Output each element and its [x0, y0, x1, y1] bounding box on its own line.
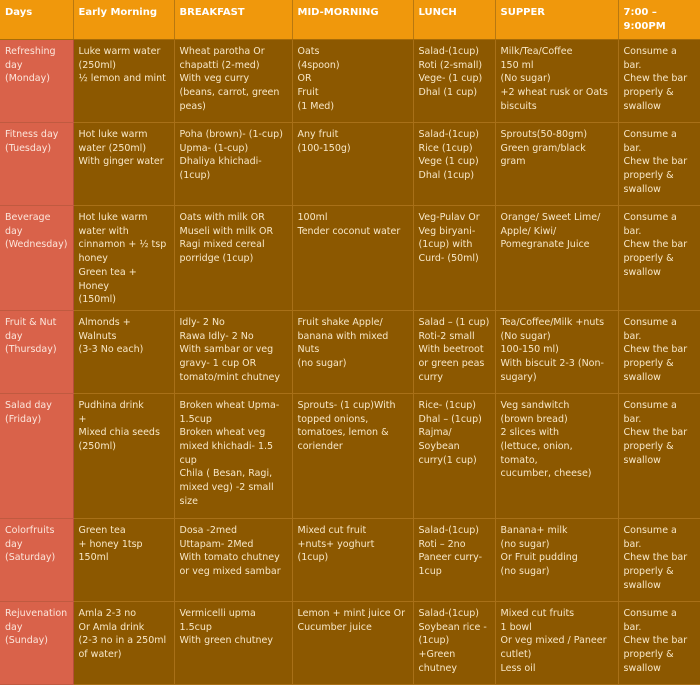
evening-cell: Consume a bar. Chew the bar properly & s… [618, 205, 700, 311]
early-morning-cell: Pudhina drink + Mixed chia seeds (250ml) [73, 393, 175, 519]
header-days: Days [0, 0, 74, 40]
header-evening-time: 7:00 – 9:00PM [618, 0, 700, 40]
lunch-cell: Salad-(1cup) Roti – 2no Paneer curry- 1c… [413, 518, 496, 602]
mid-morning-cell: 100ml Tender coconut water [292, 205, 414, 311]
mid-morning-cell: Oats (4spoon) OR Fruit (1 Med) [292, 39, 414, 123]
day-cell: Colorfruits day (Saturday) [0, 518, 74, 602]
mid-morning-cell: Lemon + mint juice Or Cucumber juice [292, 601, 414, 685]
lunch-cell: Salad-(1cup) Roti (2-small) Vege- (1 cup… [413, 39, 496, 123]
evening-cell: Consume a bar. Chew the bar properly & s… [618, 310, 700, 394]
table-row: Refreshing day (Monday) Luke warm water … [0, 39, 700, 123]
breakfast-cell: Poha (brown)- (1-cup) Upma- (1-cup) Dhal… [174, 122, 293, 206]
lunch-cell: Veg-Pulav Or Veg biryani- (1cup) with Cu… [413, 205, 496, 311]
supper-cell: Banana+ milk (no sugar) Or Fruit pudding… [495, 518, 619, 602]
early-morning-cell: Hot luke warm water with cinnamon + ½ ts… [73, 205, 175, 311]
early-morning-cell: Hot luke warm water (250ml) With ginger … [73, 122, 175, 206]
header-row: Days Early Morning BREAKFAST MID-MORNING… [0, 0, 700, 40]
header-breakfast: BREAKFAST [174, 0, 293, 40]
early-morning-cell: Amla 2-3 no Or Amla drink (2-3 no in a 2… [73, 601, 175, 685]
lunch-cell: Rice- (1cup) Dhal – (1cup) Rajma/ Soybea… [413, 393, 496, 519]
header-early-morning: Early Morning [73, 0, 175, 40]
lunch-cell: Salad-(1cup) Soybean rice - (1cup) +Gree… [413, 601, 496, 685]
mid-morning-cell: Mixed cut fruit +nuts+ yoghurt (1cup) [292, 518, 414, 602]
mid-morning-cell: Fruit shake Apple/ banana with mixed Nut… [292, 310, 414, 394]
lunch-cell: Salad – (1 cup) Roti-2 small With beetro… [413, 310, 496, 394]
day-cell: Fruit & Nut day (Thursday) [0, 310, 74, 394]
mid-morning-cell: Any fruit (100-150g) [292, 122, 414, 206]
evening-cell: Consume a bar. Chew the bar properly & s… [618, 122, 700, 206]
early-morning-cell: Almonds + Walnuts (3-3 No each) [73, 310, 175, 394]
evening-cell: Consume a bar. Chew the bar properly & s… [618, 393, 700, 519]
table-row: Colorfruits day (Saturday) Green tea + h… [0, 518, 700, 602]
mid-morning-cell: Sprouts- (1 cup)With topped onions, toma… [292, 393, 414, 519]
table-row: Fitness day (Tuesday) Hot luke warm wate… [0, 122, 700, 206]
header-lunch: LUNCH [413, 0, 496, 40]
early-morning-cell: Green tea + honey 1tsp 150ml [73, 518, 175, 602]
evening-cell: Consume a bar. Chew the bar properly & s… [618, 601, 700, 685]
supper-cell: Milk/Tea/Coffee 150 ml (No sugar) +2 whe… [495, 39, 619, 123]
header-mid-morning: MID-MORNING [292, 0, 414, 40]
day-cell: Rejuvenation day (Sunday) [0, 601, 74, 685]
evening-cell: Consume a bar. Chew the bar properly & s… [618, 518, 700, 602]
breakfast-cell: Broken wheat Upma- 1.5cup Broken wheat v… [174, 393, 293, 519]
supper-cell: Veg sandwitch (brown bread) 2 slices wit… [495, 393, 619, 519]
day-cell: Refreshing day (Monday) [0, 39, 74, 123]
supper-cell: Sprouts(50-80gm) Green gram/black gram [495, 122, 619, 206]
breakfast-cell: Vermicelli upma 1.5cup With green chutne… [174, 601, 293, 685]
table-row: Rejuvenation day (Sunday) Amla 2-3 no Or… [0, 601, 700, 685]
table-row: Salad day (Friday) Pudhina drink + Mixed… [0, 393, 700, 519]
supper-cell: Mixed cut fruits 1 bowl Or veg mixed / P… [495, 601, 619, 685]
breakfast-cell: Idly- 2 No Rawa Idly- 2 No With sambar o… [174, 310, 293, 394]
breakfast-cell: Dosa -2med Uttapam- 2Med With tomato chu… [174, 518, 293, 602]
table-row: Beverage day (Wednesday) Hot luke warm w… [0, 205, 700, 311]
lunch-cell: Salad-(1cup) Rice (1cup) Vege (1 cup) Dh… [413, 122, 496, 206]
evening-cell: Consume a bar. Chew the bar properly & s… [618, 39, 700, 123]
day-cell: Beverage day (Wednesday) [0, 205, 74, 311]
breakfast-cell: Wheat parotha Or chapatti (2-med) With v… [174, 39, 293, 123]
table-row: Fruit & Nut day (Thursday) Almonds + Wal… [0, 310, 700, 394]
supper-cell: Tea/Coffee/Milk +nuts (No sugar) 100-150… [495, 310, 619, 394]
day-cell: Salad day (Friday) [0, 393, 74, 519]
breakfast-cell: Oats with milk OR Museli with milk OR Ra… [174, 205, 293, 311]
early-morning-cell: Luke warm water (250ml) ½ lemon and mint [73, 39, 175, 123]
day-cell: Fitness day (Tuesday) [0, 122, 74, 206]
supper-cell: Orange/ Sweet Lime/ Apple/ Kiwi/ Pomegra… [495, 205, 619, 311]
header-supper: SUPPER [495, 0, 619, 40]
